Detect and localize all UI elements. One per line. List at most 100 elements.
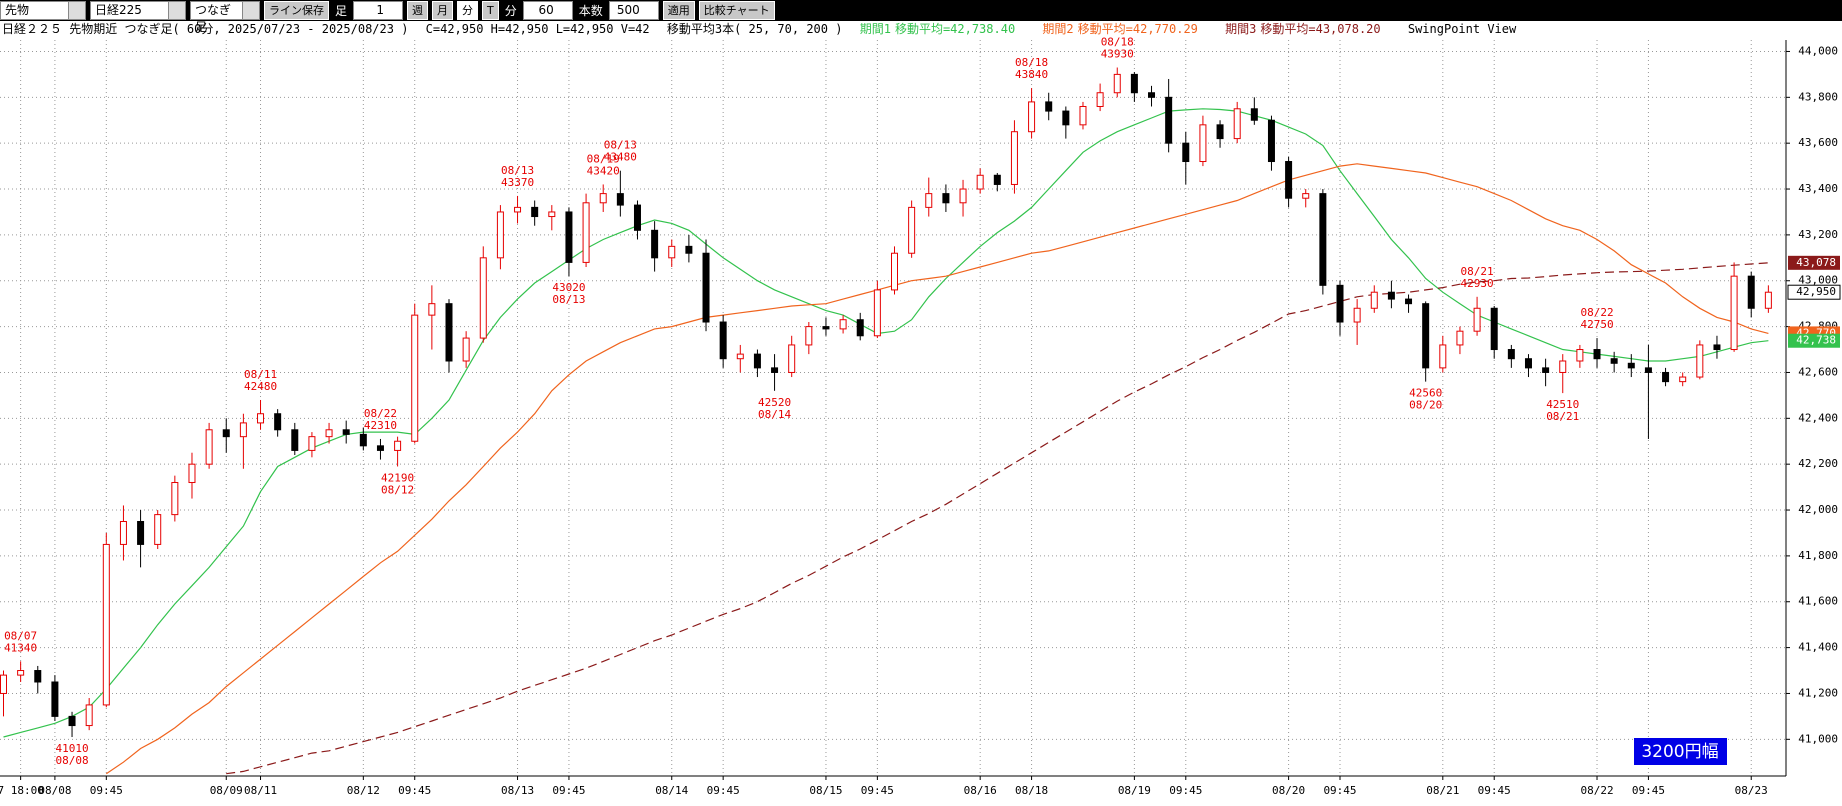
candle-body [1010, 131, 1018, 185]
save-button[interactable]: ライン保存 [264, 1, 329, 20]
candle-body [359, 433, 367, 447]
candle-body [668, 245, 676, 259]
candle-body [1079, 105, 1087, 126]
candle-body [154, 514, 162, 545]
swing-date: 08/22 [1580, 306, 1613, 319]
candle-body [1713, 344, 1721, 351]
candle-body [119, 520, 127, 545]
candle-body [1028, 101, 1036, 133]
period-button[interactable]: T [482, 1, 499, 20]
candle-body [257, 413, 265, 424]
candle-body [1764, 291, 1772, 309]
candle-body [633, 204, 641, 231]
ma-value: 移動平均=42,738.40 [894, 22, 1016, 36]
x-tick-label: 09:45 [90, 784, 123, 797]
period-button[interactable]: 週 [407, 1, 429, 20]
candle-body [548, 211, 556, 218]
candle-body [17, 670, 25, 676]
ma-name: 期間3 [1225, 22, 1257, 36]
candle-body [1405, 298, 1413, 305]
y-tick-label: 43,400 [1798, 182, 1838, 195]
ma-name: 期間1 [859, 22, 891, 36]
y-tick-label: 41,400 [1798, 641, 1838, 654]
y-tick-label: 42,200 [1798, 457, 1838, 470]
swing-value: 43840 [1015, 68, 1048, 81]
minute-label: 分 [504, 4, 517, 18]
swing-value: 42560 [1409, 387, 1442, 400]
swing-value: 42930 [1461, 277, 1494, 290]
swing-date: 08/21 [1546, 410, 1579, 423]
candle-body [188, 463, 196, 484]
candle-body [599, 193, 607, 204]
candle-body [839, 319, 847, 330]
candle-body [308, 436, 316, 451]
x-tick-label: 09:45 [1632, 784, 1665, 797]
apply-button[interactable]: 適用 [662, 1, 695, 20]
candle-body [771, 367, 779, 373]
candle-body [462, 337, 470, 362]
candle-body [891, 252, 898, 291]
swing-value: 43370 [501, 176, 534, 189]
candle-body [1233, 108, 1241, 140]
x-tick-label: 09:45 [861, 784, 894, 797]
candle-body [908, 206, 916, 254]
candle-body [479, 257, 487, 339]
x-tick-label: 09:45 [398, 784, 431, 797]
count-input[interactable]: 500 [608, 1, 659, 20]
ma-value: 移動平均=42,770.29 [1077, 22, 1198, 36]
x-tick-label: 08/11 [244, 784, 277, 797]
x-tick-label: 08/21 [1426, 784, 1459, 797]
toolbar: 先物 日経225 つなぎ足 ライン保存 足 1 週 月 分 T 分 60 本数 … [0, 0, 1842, 34]
candle-body [1439, 344, 1447, 369]
candle-body [1250, 108, 1258, 121]
compare-button[interactable]: 比較チャート [698, 1, 775, 20]
x-tick-label: 08/15 [809, 784, 842, 797]
y-tick-label: 42,400 [1798, 411, 1838, 424]
view-info: SwingPoint View [1407, 22, 1517, 36]
price-tag-label: 42,950 [1796, 285, 1836, 298]
candle-body [1473, 307, 1481, 332]
candle-body [1302, 193, 1310, 199]
period-button[interactable]: 月 [432, 1, 454, 20]
swing-date: 08/18 [1015, 56, 1048, 69]
candle-body [1182, 142, 1190, 163]
market-select[interactable]: 先物 [0, 1, 86, 20]
price-tag-label: 43,078 [1796, 256, 1836, 269]
ma-info: 期間1 移動平均=42,738.40 [860, 22, 1025, 36]
bar-type-select[interactable]: つなぎ足 [190, 1, 260, 34]
x-tick-label: 08/12 [347, 784, 380, 797]
candle-body [239, 422, 247, 438]
x-tick-label: 08/19 [1118, 784, 1151, 797]
candle-body [102, 543, 110, 706]
minute-input[interactable]: 60 [522, 1, 573, 20]
swing-value: 42520 [758, 396, 791, 409]
candle-body [1696, 344, 1704, 378]
y-tick-label: 44,000 [1798, 44, 1838, 57]
swing-value: 43020 [552, 281, 585, 294]
ma-info: 期間3 移動平均=43,078.20 [1225, 22, 1390, 36]
swing-value: 42190 [381, 471, 414, 484]
period-button[interactable]: 分 [457, 1, 479, 20]
y-tick-label: 43,000 [1798, 274, 1838, 287]
ma-title: 移動平均3本( 25, 70, 200 ) [666, 22, 843, 36]
symbol-info: 日経２２５ 先物期近 つなぎ足( 60分, 2025/07/23 - 2025/… [2, 22, 409, 36]
ashi-input[interactable]: 1 [353, 1, 404, 20]
y-tick-label: 41,200 [1798, 686, 1838, 699]
x-tick-label: 08/23 [1735, 784, 1768, 797]
index-select[interactable]: 日経225 [90, 1, 186, 20]
candle-body [34, 670, 42, 683]
x-tick-label: 09:45 [1478, 784, 1511, 797]
candle-body [565, 211, 573, 263]
y-tick-label: 41,800 [1798, 549, 1838, 562]
candle-body [976, 174, 984, 190]
swing-date: 08/21 [1461, 265, 1494, 278]
x-tick-label: 08/09 [210, 784, 243, 797]
candle-body [959, 188, 967, 204]
candle-body [1336, 284, 1344, 323]
x-tick-label: 7 18:00 [0, 784, 44, 797]
x-tick-label: 08/13 [501, 784, 534, 797]
plot-area [0, 40, 1786, 776]
swing-date: 08/19 [587, 152, 620, 165]
swing-value: 41340 [4, 641, 37, 654]
